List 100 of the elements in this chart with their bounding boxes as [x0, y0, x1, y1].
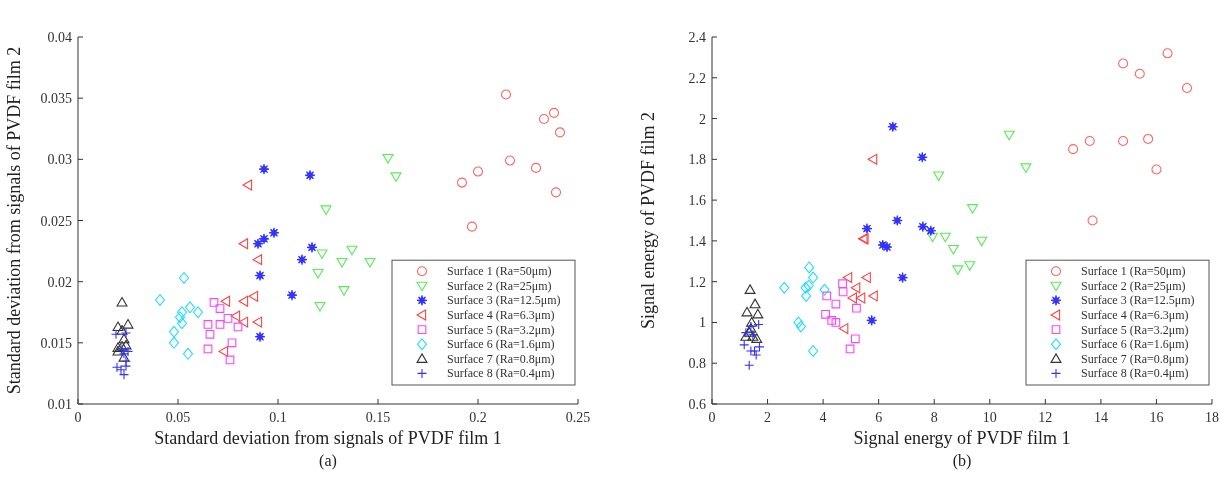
- point: [205, 329, 215, 339]
- legend-label: Surface 4 (Ra=6.3μm): [447, 308, 555, 322]
- point: [1087, 215, 1098, 226]
- point: [466, 221, 478, 232]
- y-tick-label: 2.4: [688, 30, 706, 45]
- point: [967, 204, 979, 214]
- point: [203, 344, 213, 354]
- point: [111, 362, 123, 373]
- x-tick-label: 0.25: [565, 410, 591, 425]
- point: [112, 345, 124, 356]
- point: [122, 318, 134, 329]
- point: [338, 286, 350, 296]
- point: [808, 271, 819, 284]
- point: [1143, 133, 1154, 144]
- point: [258, 163, 270, 175]
- point: [320, 205, 332, 215]
- point: [1118, 135, 1129, 147]
- y-tick-label: 1: [699, 315, 706, 331]
- point: [831, 318, 841, 327]
- point: [184, 301, 196, 314]
- point: [316, 249, 328, 260]
- point: [168, 325, 180, 338]
- x-tick-label: 0: [74, 410, 82, 425]
- legend-label: Surface 6 (Ra=1.6μm): [447, 337, 555, 352]
- point: [252, 316, 263, 328]
- point: [740, 331, 752, 341]
- y-tick-label: 1.2: [688, 274, 706, 290]
- x-tick-label: 16: [1149, 410, 1164, 425]
- point: [296, 254, 308, 266]
- legend-label: Surface 8 (Ra=0.4μm): [1081, 366, 1189, 381]
- legend-label: Surface 5 (Ra=3.2μm): [447, 322, 555, 337]
- legend-label: Surface 8 (Ra=0.4μm): [447, 366, 555, 381]
- y-tick-label: 2: [699, 111, 706, 127]
- point: [933, 171, 945, 182]
- point: [258, 233, 270, 245]
- point: [209, 298, 219, 307]
- point: [808, 345, 819, 357]
- point: [116, 325, 128, 335]
- point: [225, 355, 235, 365]
- point: [176, 317, 188, 330]
- legend-label: Surface 3 (Ra=12.5μm): [1081, 293, 1195, 308]
- x-tick-label: 14: [1093, 410, 1108, 425]
- x-axis-title: Signal energy of PVDF film 1: [853, 428, 1071, 448]
- point: [743, 327, 755, 337]
- point: [120, 328, 132, 339]
- point: [268, 227, 280, 239]
- x-tick-label: 0.2: [469, 410, 487, 425]
- point: [178, 272, 190, 284]
- point: [838, 279, 847, 289]
- point: [804, 261, 815, 274]
- point: [752, 308, 764, 319]
- point: [192, 306, 204, 319]
- x-tick-label: 2: [764, 410, 772, 425]
- point: [861, 223, 873, 235]
- point: [866, 314, 878, 326]
- point: [286, 289, 298, 301]
- point: [976, 236, 988, 247]
- x-tick-label: 10: [982, 410, 997, 425]
- x-tick-label: 8: [930, 410, 938, 425]
- point: [868, 290, 878, 302]
- legend-label: Surface 5 (Ra=3.2μm): [1081, 322, 1189, 337]
- point: [252, 238, 264, 250]
- point: [1134, 68, 1145, 79]
- x-tick-label: 0: [708, 410, 716, 425]
- point: [548, 107, 560, 118]
- point: [779, 281, 790, 294]
- y-tick-label: 0.01: [47, 397, 72, 412]
- point: [927, 232, 939, 243]
- point: [456, 177, 468, 188]
- point: [223, 313, 233, 323]
- point: [530, 162, 542, 173]
- point: [306, 241, 318, 253]
- point: [744, 284, 756, 294]
- legend-label: Surface 3 (Ra=12.5μm): [447, 293, 561, 308]
- point: [254, 331, 266, 343]
- legend-label: Surface 6 (Ra=1.6μm): [1081, 337, 1189, 352]
- point: [964, 261, 976, 271]
- point: [538, 113, 550, 124]
- x-tick-label: 0.1: [269, 410, 287, 425]
- point: [118, 352, 130, 362]
- point: [336, 257, 348, 268]
- point: [852, 303, 861, 313]
- y-tick-label: 0.035: [40, 91, 72, 107]
- y-tick-label: 1.6: [688, 193, 706, 209]
- point: [254, 270, 266, 282]
- point: [831, 299, 841, 309]
- y-tick-label: 1.8: [688, 152, 706, 168]
- point: [118, 333, 130, 344]
- x-tick-label: 0.15: [365, 410, 391, 425]
- point: [312, 268, 324, 279]
- point: [238, 316, 249, 328]
- point: [1151, 164, 1162, 175]
- y-tick-label: 0.04: [47, 30, 72, 45]
- legend-label: Surface 4 (Ra=6.3μm): [1081, 308, 1189, 322]
- y-tick-label: 2.2: [688, 70, 706, 86]
- point: [1118, 58, 1129, 69]
- point: [1020, 163, 1032, 173]
- point: [754, 341, 765, 352]
- point: [838, 287, 848, 297]
- point: [897, 272, 909, 284]
